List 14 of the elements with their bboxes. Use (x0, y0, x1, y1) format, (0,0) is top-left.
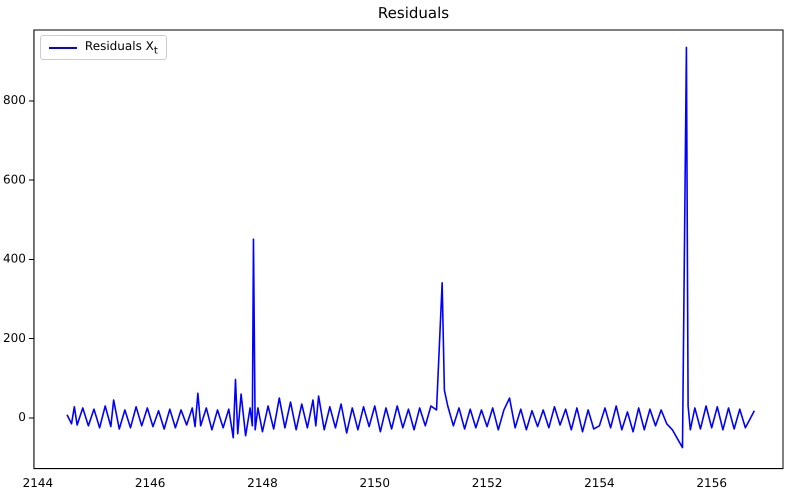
legend-label: Residuals X$_{t}$ (84, 39, 158, 56)
x-tick-label: 2154 (584, 476, 615, 490)
x-tick-label: 2150 (359, 476, 390, 490)
x-tick-label: 2156 (696, 476, 727, 490)
x-tick-label: 2146 (134, 476, 166, 490)
y-tick-label: 400 (3, 252, 26, 266)
x-tick-label: 2148 (247, 476, 278, 490)
y-tick-label: 600 (3, 172, 26, 186)
x-tick-label: 2144 (22, 476, 54, 490)
x-tick-label: 2152 (472, 476, 502, 490)
chart-title: Residuals (376, 4, 450, 22)
y-tick-label: 800 (3, 93, 26, 108)
y-tick-label: 0 (18, 410, 26, 424)
y-tick-label: 200 (3, 330, 26, 345)
